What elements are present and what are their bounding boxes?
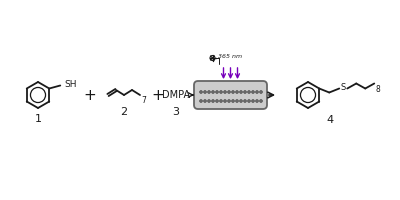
Polygon shape (208, 90, 210, 94)
Polygon shape (260, 90, 262, 94)
Polygon shape (232, 99, 234, 102)
Text: 7: 7 (141, 96, 146, 105)
Polygon shape (224, 90, 226, 94)
Text: 2: 2 (120, 107, 128, 117)
Polygon shape (252, 90, 254, 94)
FancyBboxPatch shape (194, 81, 267, 109)
Polygon shape (240, 90, 242, 94)
Polygon shape (212, 90, 214, 94)
Polygon shape (260, 99, 262, 102)
Polygon shape (256, 90, 258, 94)
Polygon shape (216, 90, 218, 94)
Polygon shape (228, 90, 230, 94)
Polygon shape (212, 99, 214, 102)
Polygon shape (228, 99, 230, 102)
Polygon shape (244, 99, 246, 102)
Text: 365 nm: 365 nm (218, 54, 242, 60)
Polygon shape (204, 99, 206, 102)
Polygon shape (220, 90, 222, 94)
Text: SH: SH (64, 80, 77, 89)
Text: 1: 1 (34, 114, 42, 124)
Polygon shape (200, 99, 202, 102)
Polygon shape (204, 90, 206, 94)
Polygon shape (240, 99, 242, 102)
Polygon shape (208, 99, 210, 102)
Polygon shape (248, 90, 250, 94)
Polygon shape (252, 99, 254, 102)
Polygon shape (248, 99, 250, 102)
Polygon shape (256, 99, 258, 102)
Text: 3: 3 (172, 107, 180, 117)
Polygon shape (200, 90, 202, 94)
Polygon shape (236, 90, 238, 94)
Text: +: + (84, 88, 96, 102)
Text: S: S (340, 83, 346, 92)
Polygon shape (232, 90, 234, 94)
Text: 4: 4 (326, 115, 334, 125)
Polygon shape (236, 99, 238, 102)
Text: 8: 8 (375, 84, 380, 94)
Text: DMPA: DMPA (162, 90, 190, 100)
Text: +: + (152, 88, 164, 102)
Polygon shape (244, 90, 246, 94)
Polygon shape (220, 99, 222, 102)
Polygon shape (216, 99, 218, 102)
Polygon shape (224, 99, 226, 102)
